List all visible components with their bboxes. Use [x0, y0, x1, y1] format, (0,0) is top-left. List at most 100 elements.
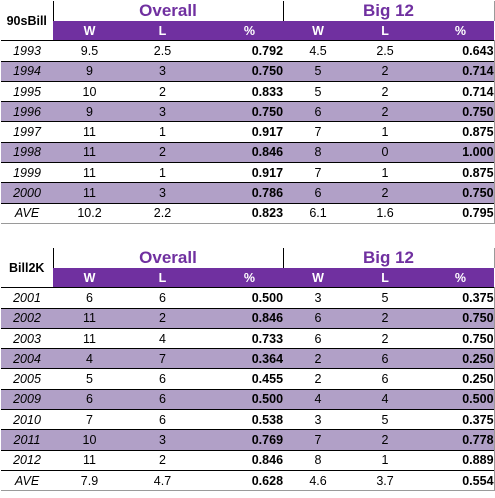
group-title-big12: Big 12 [282, 1, 495, 21]
overall-losses: 4.7 [126, 469, 199, 492]
overall-losses: 1 [126, 121, 199, 143]
season-label: 1997 [1, 121, 53, 143]
big12-pct: 0.750 [417, 327, 495, 349]
overall-wins: 11 [53, 182, 126, 204]
big12-wins: 7 [283, 429, 354, 451]
overall-losses: 6 [126, 287, 199, 309]
big12-pct: 0.795 [417, 202, 495, 224]
header-w: W [53, 268, 126, 288]
big12-wins: 8 [283, 141, 354, 163]
average-row: AVE 7.9 4.7 0.628 4.6 3.7 0.554 [1, 469, 495, 492]
big12-pct: 0.250 [417, 348, 495, 369]
table-row: 1995 10 2 0.833 5 2 0.714 [1, 80, 495, 102]
overall-wins: 11 [53, 449, 126, 471]
big12-pct: 0.554 [417, 469, 495, 492]
overall-wins: 6 [53, 388, 126, 410]
overall-losses: 2 [126, 307, 199, 329]
season-label: 2001 [1, 287, 53, 309]
season-label: 1998 [1, 141, 53, 163]
overall-pct: 0.846 [199, 307, 284, 329]
big12-pct: 0.750 [417, 307, 495, 329]
overall-pct: 0.364 [199, 348, 284, 369]
header-pct: % [199, 268, 284, 288]
big12-wins: 7 [283, 121, 354, 143]
season-label: 2003 [1, 327, 53, 349]
big12-losses: 2 [353, 101, 418, 122]
overall-losses: 3 [126, 101, 199, 122]
season-label: 2012 [1, 449, 53, 471]
season-label: 1993 [1, 40, 53, 62]
header-w: W [283, 21, 354, 41]
season-label: 1996 [1, 101, 53, 122]
group-title-big12: Big 12 [282, 248, 495, 268]
overall-wins: 11 [53, 121, 126, 143]
table-row: 1996 9 3 0.750 6 2 0.750 [1, 101, 495, 122]
season-label: 2004 [1, 348, 53, 369]
big12-losses: 2 [353, 60, 418, 82]
group-title-overall: Overall [52, 1, 284, 21]
table-name: 90sBill [6, 13, 47, 28]
overall-pct: 0.769 [199, 429, 284, 451]
season-label: 2002 [1, 307, 53, 329]
overall-pct: 0.917 [199, 121, 284, 143]
big12-wins: 8 [283, 449, 354, 471]
overall-losses: 6 [126, 368, 199, 390]
overall-pct: 0.500 [199, 287, 284, 309]
table-row: 2010 7 6 0.538 3 5 0.375 [1, 409, 495, 430]
overall-losses: 2 [126, 141, 199, 163]
big12-losses: 1 [353, 121, 418, 143]
table-body: 90sBill Overall Big 12 W L % W L % 1993 … [1, 1, 495, 224]
big12-losses: 4 [353, 388, 418, 410]
big12-losses: 3.7 [353, 469, 418, 492]
overall-wins: 9 [53, 60, 126, 82]
overall-losses: 3 [126, 60, 199, 82]
table-name: Bill2K [9, 260, 45, 275]
header-w: W [53, 21, 126, 41]
header-pct: % [199, 21, 284, 41]
table-row: 2002 11 2 0.846 6 2 0.750 [1, 307, 495, 329]
season-label: 2011 [1, 429, 53, 451]
overall-wins: 11 [53, 307, 126, 329]
big12-pct: 0.375 [417, 409, 495, 430]
table-row: 2009 6 6 0.500 4 4 0.500 [1, 388, 495, 410]
table-row: 2012 11 2 0.846 8 1 0.889 [1, 449, 495, 471]
big12-wins: 2 [283, 348, 354, 369]
big12-losses: 1 [353, 162, 418, 183]
big12-wins: 3 [283, 409, 354, 430]
big12-wins: 7 [283, 162, 354, 183]
season-label: 2009 [1, 388, 53, 410]
overall-losses: 2 [126, 80, 199, 102]
table-row: 2000 11 3 0.786 6 2 0.750 [1, 182, 495, 204]
big12-wins: 2 [283, 368, 354, 390]
table-row: 1999 11 1 0.917 7 1 0.875 [1, 162, 495, 183]
table-row: 1998 11 2 0.846 8 0 1.000 [1, 141, 495, 163]
header-w: W [283, 268, 354, 288]
header-l: L [353, 268, 418, 288]
group-title-overall: Overall [52, 248, 284, 268]
overall-losses: 3 [126, 182, 199, 204]
overall-losses: 2 [126, 449, 199, 471]
stats-table-90sbill: 90sBill Overall Big 12 W L % W L % 1993 … [1, 1, 495, 224]
overall-losses: 4 [126, 327, 199, 349]
overall-pct: 0.786 [199, 182, 284, 204]
big12-pct: 0.375 [417, 287, 495, 309]
big12-pct: 0.643 [417, 40, 495, 62]
season-label: 2010 [1, 409, 53, 430]
season-label: AVE [1, 469, 53, 492]
big12-wins: 6 [283, 307, 354, 329]
overall-losses: 2.2 [126, 202, 199, 224]
title-row: 90sBill Overall Big 12 [1, 1, 495, 28]
season-label: AVE [1, 202, 53, 224]
big12-pct: 0.750 [417, 182, 495, 204]
overall-losses: 3 [126, 429, 199, 451]
overall-wins: 7.9 [53, 469, 126, 492]
big12-pct: 0.875 [417, 162, 495, 183]
big12-losses: 2.5 [353, 40, 418, 62]
big12-pct: 1.000 [417, 141, 495, 163]
big12-losses: 0 [353, 141, 418, 163]
big12-pct: 0.889 [417, 449, 495, 471]
average-row: AVE 10.2 2.2 0.823 6.1 1.6 0.795 [1, 202, 495, 224]
table-row: 2011 10 3 0.769 7 2 0.778 [1, 429, 495, 451]
big12-losses: 1 [353, 449, 418, 471]
header-pct: % [417, 21, 495, 41]
